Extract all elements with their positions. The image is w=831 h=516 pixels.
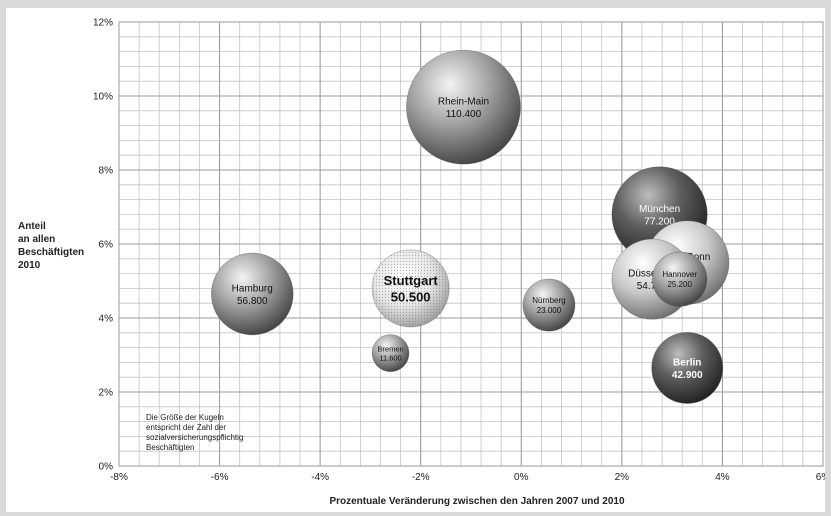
y-axis-label-line: Beschäftigten [18, 247, 85, 258]
chart-frame: -8% -6% -4% -2% 0% 2% 4% 6% 0% 2% 4% 6% 8% 10% 12% Rhe… [6, 8, 825, 512]
bubble-value-label: 42.900 [672, 370, 703, 381]
x-tick-label: -2% [412, 472, 430, 483]
y-tick-label: 10% [93, 92, 113, 103]
bubble [522, 278, 576, 332]
note-line: Beschäftigten [146, 443, 195, 452]
bubble-name-label: München [639, 204, 680, 215]
y-tick-label: 8% [99, 166, 114, 177]
bubble-value-label: 54.700 [637, 281, 668, 292]
y-tick-label: 6% [99, 240, 114, 251]
x-tick-label: 2% [615, 472, 630, 483]
y-tick-label: 0% [99, 462, 114, 473]
y-axis-label-line: Anteil [18, 221, 46, 232]
y-tick-label: 12% [93, 18, 113, 29]
bubble [651, 332, 724, 404]
y-axis-label-line: an allen [18, 234, 56, 245]
x-tick-label: 6% [816, 472, 825, 483]
bubble [371, 334, 410, 373]
y-tick-label: 2% [99, 388, 114, 399]
bubble-size-note: Die Größe der Kugeln entspricht der Zahl… [146, 413, 286, 453]
bubble-name-label: Stuttgart [384, 273, 439, 288]
bubble-name-label: Düsseldorf [628, 269, 676, 280]
bubble [210, 252, 294, 336]
bubble-value-label: 25.200 [667, 280, 692, 289]
x-tick-label: -8% [110, 472, 128, 483]
bubble-name-label: Hannover [662, 270, 697, 279]
note-line: Die Größe der Kugeln [146, 413, 224, 422]
bubble-value-label: 50.500 [391, 289, 431, 304]
bubble-hamburg: Hamburg 56.800 [210, 252, 294, 336]
note-line: entspricht der Zahl der [146, 423, 227, 432]
bubble-value-label: 11.600 [379, 354, 401, 363]
bubble-value-label: 23.000 [537, 306, 562, 315]
bubble-name-label: Nürnberg [532, 296, 565, 305]
bubble-value-label: 110.400 [446, 109, 482, 120]
x-tick-label: 4% [715, 472, 730, 483]
x-tick-label: -6% [211, 472, 229, 483]
y-axis-label: Anteil an allen Beschäftigten 2010 [18, 220, 108, 272]
bubble-chart: -8% -6% -4% -2% 0% 2% 4% 6% 0% 2% 4% 6% 8% 10% 12% Rhe… [93, 18, 825, 484]
x-axis-label: Prozentuale Veränderung zwischen den Jah… [329, 496, 625, 507]
bubble-name-label: Hamburg [232, 283, 273, 294]
bubble [652, 251, 708, 307]
bubble-value-label: 56.800 [237, 296, 268, 307]
bubble-name-label: Berlin [673, 357, 701, 368]
bubble-name-label: Bremen [377, 344, 403, 353]
bubble-name-label: Rhein-Main [438, 97, 489, 108]
x-tick-label: -4% [311, 472, 329, 483]
bubble-berlin: Berlin 42.900 [651, 332, 724, 404]
note-line: sozialversicherungspflichtig [146, 433, 244, 442]
y-axis-label-line: 2010 [18, 260, 41, 271]
x-tick-label: 0% [514, 472, 529, 483]
bubble-value-label: 77.200 [644, 216, 675, 227]
bubble-texture [372, 249, 450, 327]
bubble [406, 49, 521, 165]
y-tick-label: 4% [99, 314, 114, 325]
